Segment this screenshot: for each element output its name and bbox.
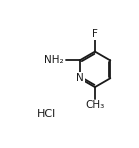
Text: CH₃: CH₃: [85, 99, 105, 110]
Text: F: F: [92, 29, 98, 39]
Text: N: N: [76, 73, 83, 83]
Text: NH₂: NH₂: [44, 56, 64, 65]
Text: HCl: HCl: [37, 108, 56, 119]
